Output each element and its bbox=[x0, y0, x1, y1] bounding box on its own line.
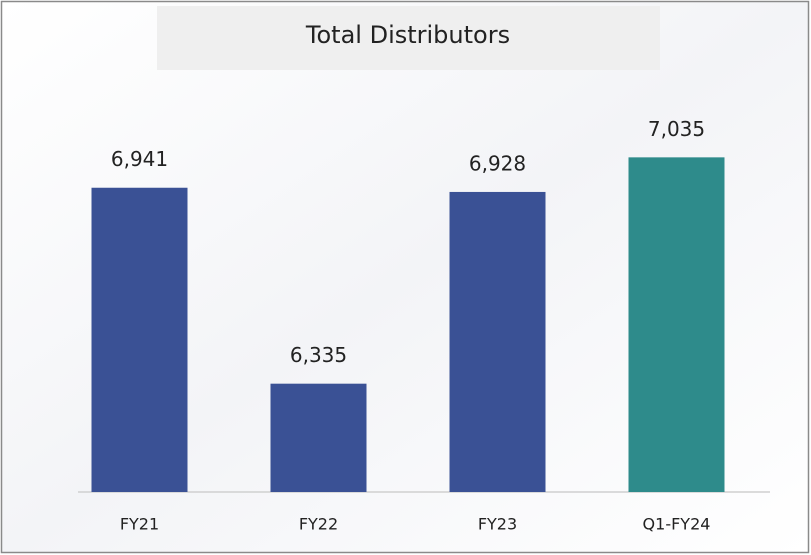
bar bbox=[628, 157, 725, 492]
title-box bbox=[157, 6, 660, 70]
bar bbox=[270, 383, 367, 492]
value-label: 6,335 bbox=[290, 343, 347, 367]
chart-title: Total Distributors bbox=[305, 21, 510, 49]
bar bbox=[91, 187, 188, 492]
value-label: 6,928 bbox=[469, 151, 526, 175]
bar bbox=[449, 191, 546, 493]
x-tick-label: Q1-FY24 bbox=[643, 515, 711, 534]
x-tick-label: FY22 bbox=[299, 515, 338, 534]
value-label: 6,941 bbox=[111, 147, 168, 171]
value-label: 7,035 bbox=[648, 117, 705, 141]
x-tick-label: FY23 bbox=[478, 515, 517, 534]
x-tick-label: FY21 bbox=[120, 515, 159, 534]
